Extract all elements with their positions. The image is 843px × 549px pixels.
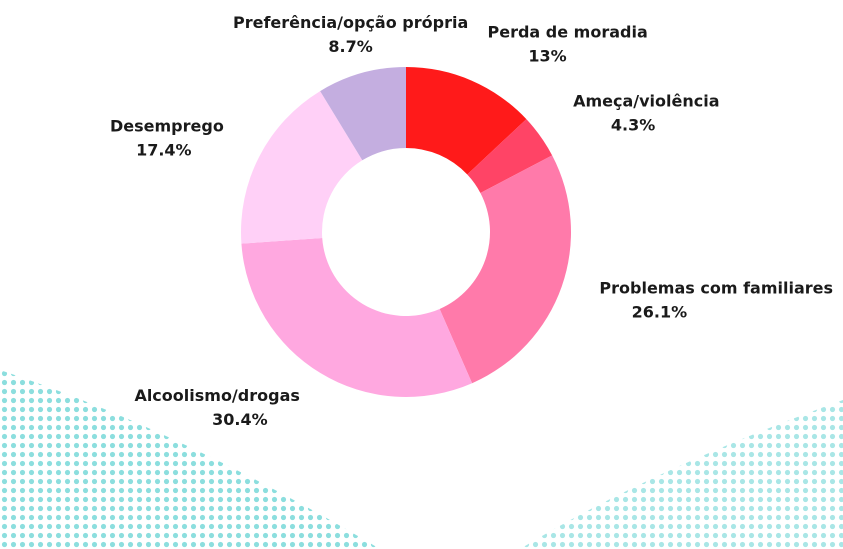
segment-value-label: 26.1%: [632, 302, 688, 321]
donut-segment: [241, 91, 363, 244]
donut-segment: [439, 155, 571, 384]
donut-segment: [406, 67, 527, 175]
donut: [241, 67, 571, 398]
donut-segment: [241, 237, 473, 398]
segment-label: Ameça/violência: [573, 92, 719, 111]
background-dots: [520, 400, 843, 549]
segment-label: Desemprego: [110, 116, 224, 135]
segment-value-label: 4.3%: [611, 116, 655, 135]
background-dots: [0, 370, 380, 549]
donut-segment: [467, 119, 553, 194]
segment-label: Preferência/opção própria: [233, 13, 468, 32]
segment-label: Perda de moradia: [487, 22, 647, 41]
segment-label: Problemas com familiares: [599, 278, 833, 297]
donut-segment: [320, 67, 406, 161]
segment-value-label: 8.7%: [328, 37, 372, 56]
segment-label: Alcoolismo/drogas: [134, 386, 299, 405]
segment-value-label: 13%: [528, 46, 566, 65]
segment-value-label: 17.4%: [136, 140, 192, 159]
segment-value-label: 30.4%: [212, 410, 268, 429]
